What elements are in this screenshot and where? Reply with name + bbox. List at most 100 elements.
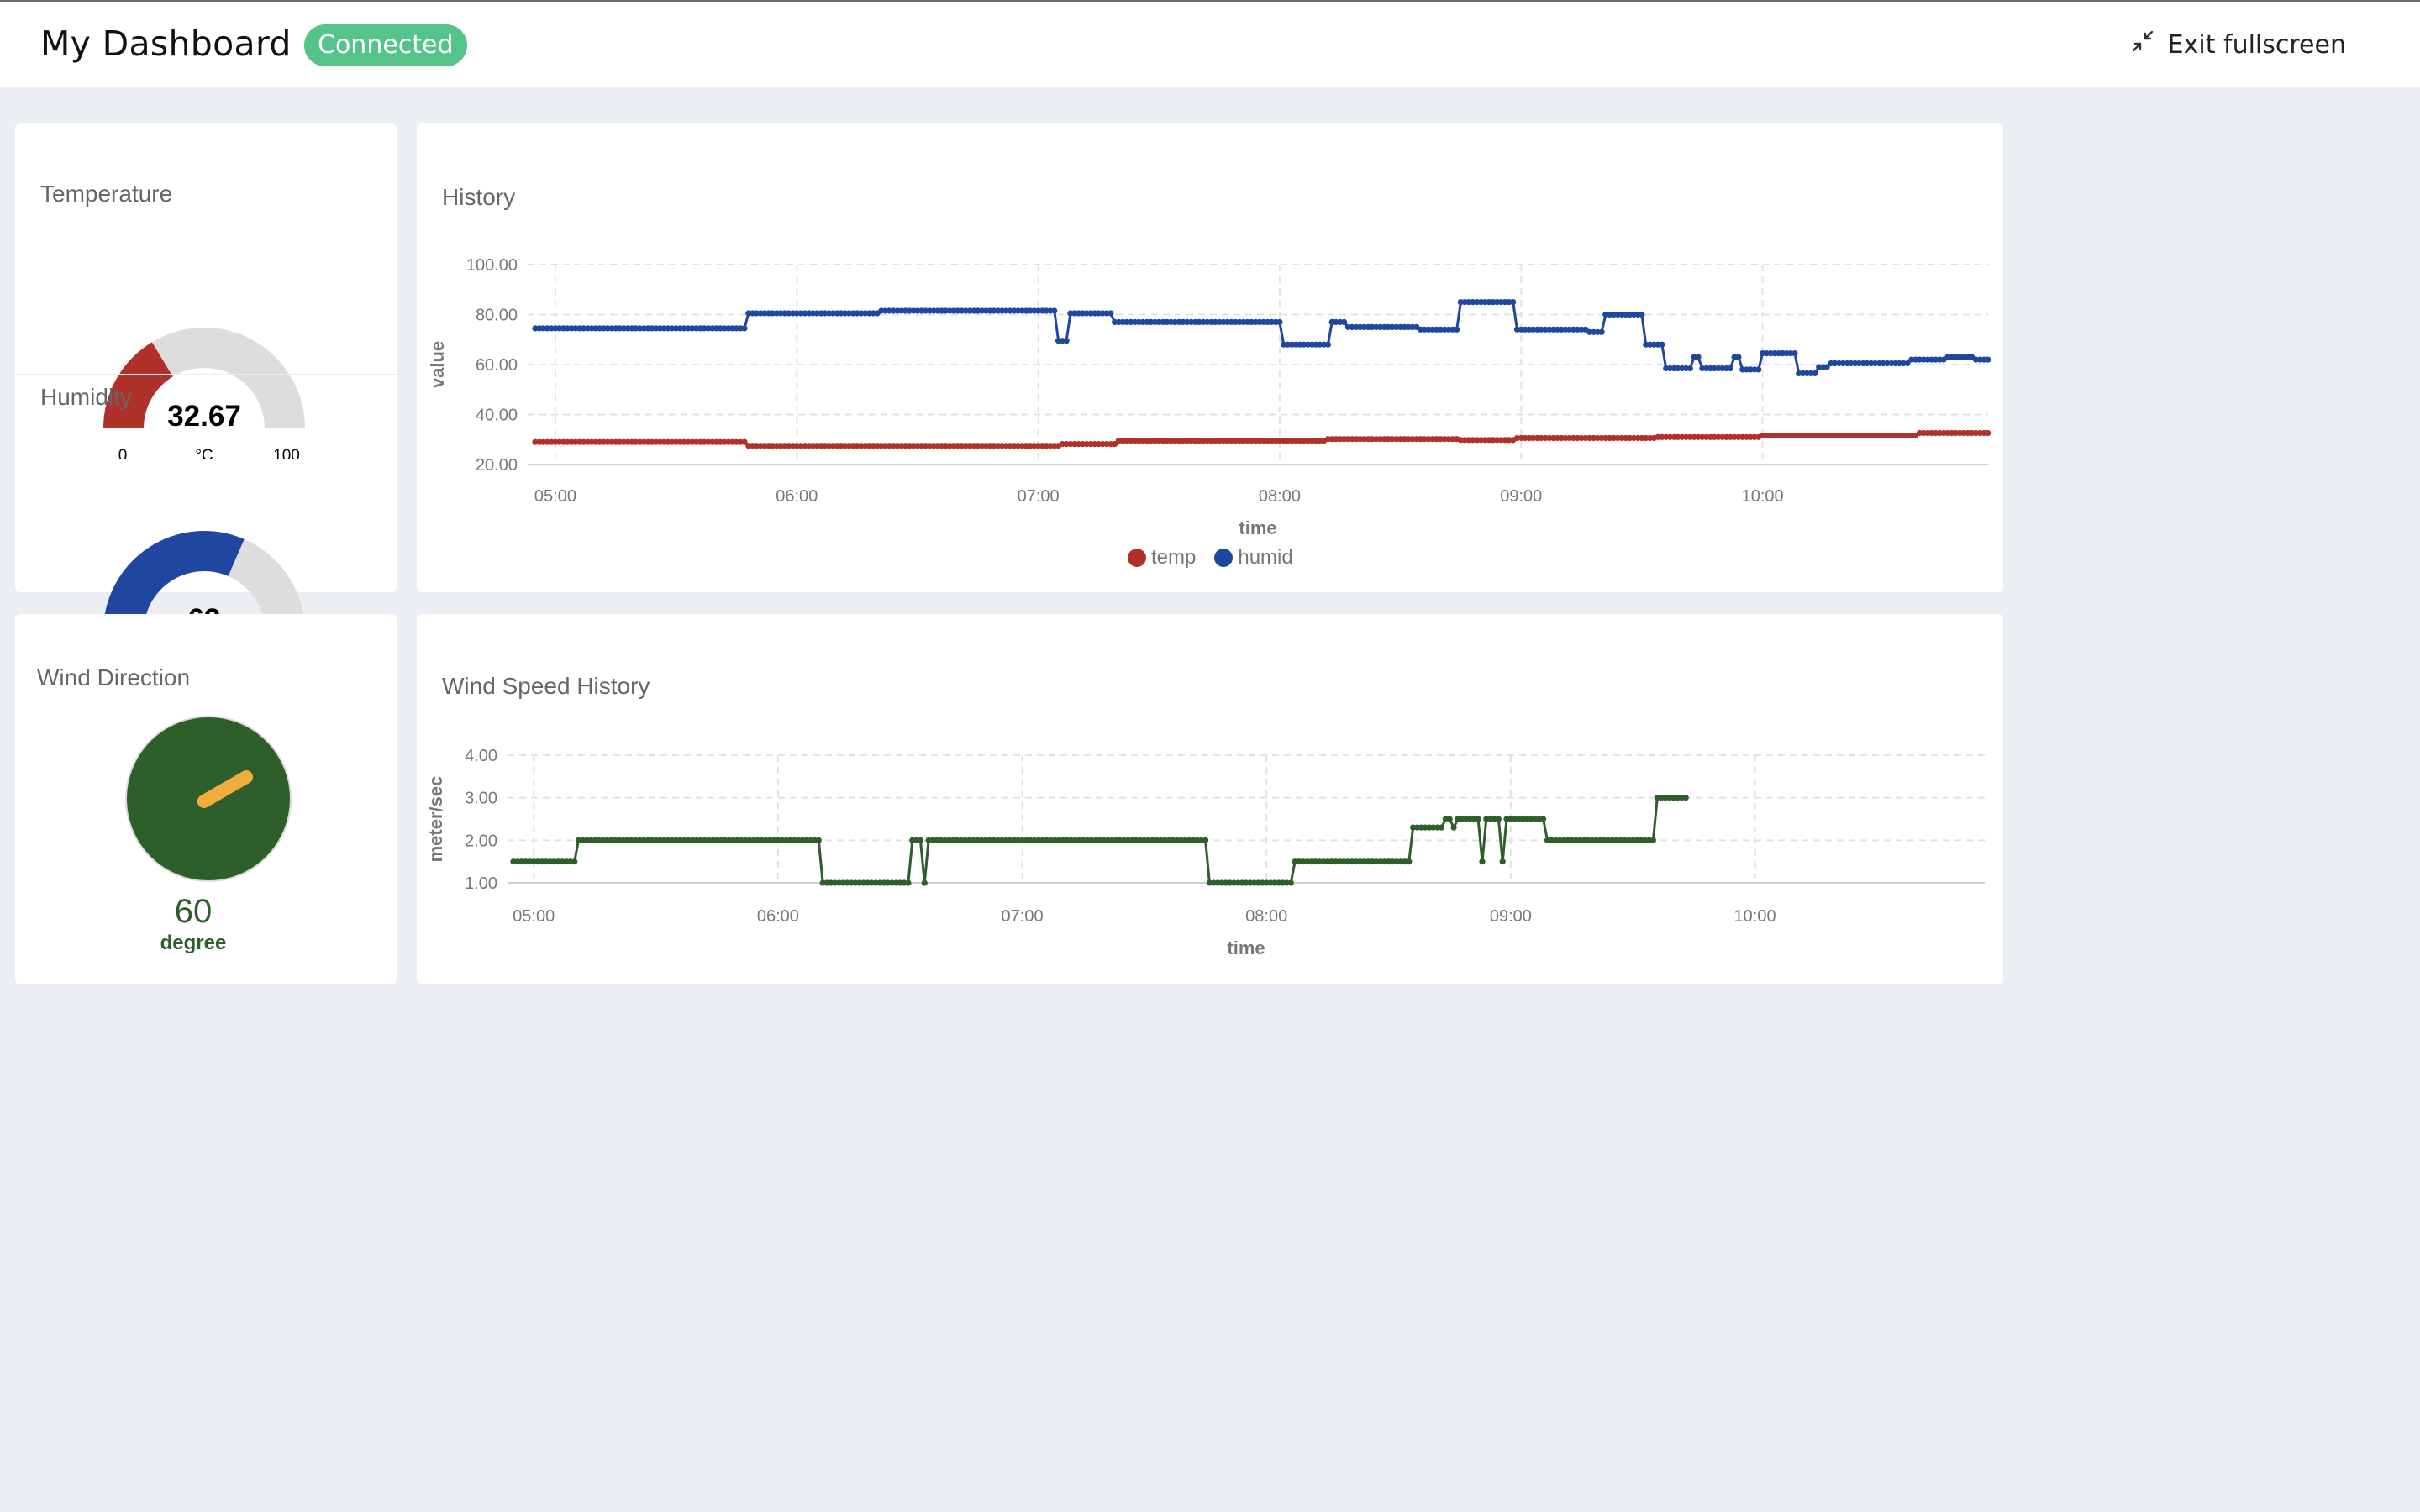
data-point-wind [921,879,928,886]
exit-fullscreen-label: Exit fullscreen [2167,29,2346,60]
legend-temp-label: temp [1151,546,1197,569]
y-tick-label: 3.00 [465,790,497,808]
exit-fullscreen-button[interactable]: Exit fullscreen [2131,25,2346,64]
y-axis-title: meter/sec [425,776,446,863]
temperature-max: 100 [273,447,300,459]
y-tick-label: 100.00 [466,256,518,275]
data-point-humid [1659,341,1665,348]
data-point-humid [1107,310,1114,317]
y-tick-label: 2.00 [465,832,497,850]
legend-humid-swatch [1214,549,1234,567]
x-tick-label: 08:00 [1245,907,1287,926]
exit-fullscreen-icon [2131,29,2154,60]
data-point-humid [1755,366,1762,373]
y-tick-label: 20.00 [476,456,518,475]
data-point-wind [1682,795,1689,801]
history-title: History [442,184,516,210]
data-point-humid [1686,365,1693,372]
data-point-humid [1276,318,1283,325]
legend-item-temp[interactable]: temp [1128,546,1196,570]
temperature-unit: °C [195,447,213,459]
history-chart: 20.00 40.00 60.00 80.00 100.00 05:00 06:00 07:0… [427,256,1991,538]
data-point-wind [1446,816,1453,822]
y-tick-label: 80.00 [476,307,518,325]
data-point-humid [1735,354,1742,360]
data-point-wind [1479,858,1486,865]
wind-direction-value: 60 [174,893,213,930]
data-point-humid [1051,307,1058,314]
history-card: History 20.00 40.00 60.00 80.00 100.00 05:00 0… [417,123,2003,592]
data-point-temp [741,438,748,445]
temperature-title: Temperature [40,181,173,207]
gauge-divider [15,374,397,375]
data-point-wind [1495,816,1502,822]
wind-direction-title: Wind Direction [37,664,191,690]
x-tick-label: 05:00 [534,487,576,506]
data-point-humid [1727,365,1733,372]
wind-direction-needle [197,770,254,808]
data-point-humid [1823,364,1830,370]
wind-speed-chart: 1.00 2.00 3.00 4.00 05:00 06:00 07:00 08:00 09:0… [425,747,1985,958]
data-point-humid [1341,318,1348,325]
x-tick-label: 09:00 [1490,907,1532,926]
data-point-wind [1475,816,1481,822]
data-point-humid [1985,356,1991,363]
data-point-humid [741,325,748,332]
data-point-humid [1598,328,1605,335]
data-point-humid [1324,341,1331,348]
data-point-humid [1510,299,1517,306]
x-tick-label: 10:00 [1734,907,1776,926]
wind-speed-card: Wind Speed History 1.00 2.00 3.00 4.00 05:00… [417,614,2003,984]
temperature-gauge: 32.67 °C 0 100 [103,328,305,459]
x-tick-label: 08:00 [1259,487,1301,506]
y-axis-title: value [427,341,448,388]
x-tick-label: 07:00 [1002,907,1044,926]
data-point-wind [905,879,912,886]
y-tick-label: 40.00 [476,407,518,425]
legend-item-humid[interactable]: humid [1214,546,1293,570]
x-tick-label: 06:00 [776,487,818,506]
data-point-humid [1904,360,1911,367]
x-tick-label: 09:00 [1500,487,1542,506]
data-point-wind [1540,816,1547,822]
top-bar: My Dashboard Connected Exit fullscreen [0,0,2420,87]
temperature-min: 0 [118,447,128,459]
data-point-humid [1639,311,1645,318]
legend-humid-label: humid [1238,546,1293,569]
x-axis-title: time [1239,517,1276,538]
data-point-wind [1450,824,1457,831]
x-tick-label: 05:00 [513,907,555,926]
x-axis-title: time [1227,937,1265,958]
data-point-humid [1812,370,1818,376]
data-point-humid [1791,350,1798,357]
data-point-wind [1406,858,1413,865]
x-tick-label: 07:00 [1018,487,1060,506]
data-point-wind [571,858,578,865]
data-point-wind [1499,858,1506,865]
data-point-humid [1454,326,1460,333]
data-point-wind [1202,837,1209,843]
y-tick-label: 1.00 [465,874,497,893]
temperature-value: 32.67 [167,400,241,433]
legend-temp-swatch [1128,549,1146,567]
data-point-wind [815,837,822,843]
x-tick-label: 10:00 [1742,487,1784,506]
temperature-gauge-fill [103,342,173,428]
wind-direction-card: Wind Direction 60 degree [15,614,397,984]
wind-direction-dial [125,716,292,882]
wind-speed-title: Wind Speed History [442,673,650,699]
data-point-wind [1649,837,1656,843]
data-point-wind [917,837,923,843]
data-point-humid [1063,338,1070,344]
humidity-title: Humidity [40,384,132,410]
data-point-humid [1695,354,1702,360]
data-point-wind [1438,824,1445,831]
y-tick-label: 4.00 [465,747,497,765]
gauges-card: Temperature 32.67 °C 0 100 Humidity 63 %… [15,123,397,663]
status-badge: Connected [304,24,467,66]
wind-direction-unit: degree [160,932,227,954]
data-point-temp [1985,429,1991,437]
y-tick-label: 60.00 [476,356,518,375]
data-point-temp [1112,441,1118,448]
x-tick-label: 06:00 [757,907,799,926]
